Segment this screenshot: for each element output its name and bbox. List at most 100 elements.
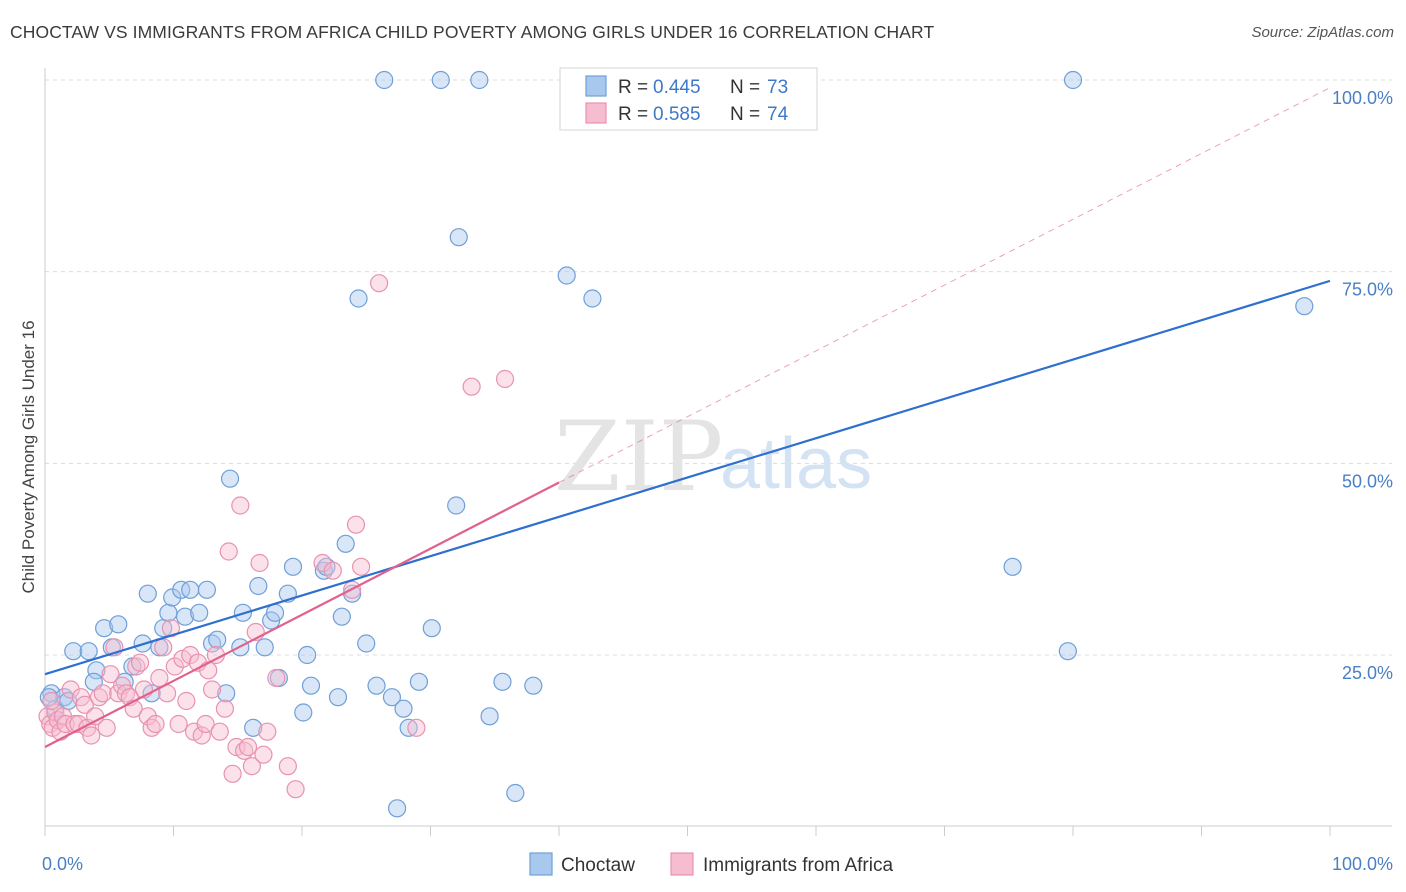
x-tick-labels: 0.0% 100.0%	[42, 854, 1393, 874]
choctaw-point	[387, 799, 407, 818]
africa-point	[407, 718, 426, 737]
choctaw-point	[447, 496, 466, 515]
choctaw-point	[332, 607, 351, 626]
africa-point	[254, 745, 273, 764]
choctaw-point	[431, 70, 450, 90]
choctaw-point	[557, 266, 576, 285]
africa-point	[165, 657, 184, 676]
y-tick-label: 50.0%	[1342, 471, 1393, 491]
choctaw-point	[1295, 297, 1314, 316]
x-tick-label: 0.0%	[42, 854, 83, 874]
choctaw-point	[217, 684, 236, 703]
africa-point	[238, 737, 258, 757]
choctaw-point	[449, 228, 468, 247]
choctaw-point	[1003, 557, 1022, 576]
y-tick-label: 25.0%	[1342, 663, 1393, 683]
choctaw-point	[1063, 70, 1083, 90]
choctaw-point	[298, 645, 317, 665]
africa-point	[75, 695, 94, 714]
choctaw-point	[255, 638, 274, 657]
africa-point	[138, 707, 157, 726]
gridlines	[45, 79, 1392, 656]
choctaw-trendline	[44, 279, 1331, 676]
choctaw-point	[349, 289, 368, 308]
choctaw-point	[95, 619, 114, 638]
africa-trendline	[44, 481, 560, 748]
y-tick-label: 100.0%	[1332, 88, 1393, 108]
choctaw-point	[375, 70, 394, 90]
top-legend: R = 0.445 N = 73 R = 0.585 N = 74	[559, 67, 818, 131]
africa-point	[231, 496, 250, 515]
choctaw-point	[175, 607, 195, 626]
bottom-legend: Choctaw Immigrants from Africa	[529, 852, 893, 876]
africa-point	[150, 668, 169, 688]
choctaw-point	[249, 576, 268, 596]
choctaw-point	[159, 603, 178, 622]
africa-point	[258, 722, 277, 741]
source-label: Source: ZipAtlas.com	[1251, 24, 1394, 41]
choctaw-point	[524, 676, 543, 695]
africa-point	[370, 274, 389, 293]
africa-points	[38, 274, 515, 799]
watermark: ZIP atlas	[554, 401, 872, 513]
africa-point	[61, 680, 80, 699]
africa-point	[215, 699, 234, 718]
africa-point	[242, 757, 261, 776]
africa-point	[286, 780, 305, 799]
africa-point	[313, 553, 332, 573]
choctaw-point	[583, 289, 602, 308]
choctaw-point	[109, 615, 128, 634]
choctaw-point	[64, 642, 83, 661]
africa-point	[130, 653, 150, 672]
africa-point	[169, 714, 188, 734]
choctaw-point	[336, 534, 355, 553]
choctaw-point	[506, 783, 525, 803]
choctaw-point	[87, 661, 106, 680]
choctaw-point	[409, 672, 429, 691]
africa-point	[199, 661, 218, 680]
africa-point	[42, 691, 61, 711]
choctaw-point	[367, 676, 386, 695]
africa-point	[196, 714, 215, 734]
choctaw-point	[382, 688, 402, 707]
choctaw-point	[493, 672, 512, 691]
africa-trendline-extension	[558, 87, 1331, 483]
choctaw-point	[190, 603, 209, 622]
africa-point	[154, 638, 173, 657]
choctaw-point	[294, 703, 313, 722]
trendlines	[44, 87, 1331, 748]
africa-point	[323, 561, 342, 580]
choctaw-point	[394, 699, 413, 718]
legend-r-label-1: R =	[618, 77, 648, 98]
bottom-legend-label-africa: Immigrants from Africa	[703, 855, 893, 876]
legend-n-value-2: 74	[767, 104, 789, 125]
africa-point	[210, 722, 229, 741]
legend-n-value-1: 73	[767, 77, 788, 98]
choctaw-point	[244, 718, 263, 737]
choctaw-point	[197, 580, 217, 599]
africa-point	[181, 645, 200, 665]
watermark-atlas: atlas	[720, 424, 872, 504]
legend-r-value-2: 0.585	[653, 104, 701, 125]
choctaw-point	[480, 707, 499, 726]
africa-point	[495, 369, 515, 389]
choctaw-point	[357, 634, 376, 653]
legend-n-label-2: N =	[730, 104, 760, 125]
choctaw-point	[1058, 642, 1077, 661]
choctaw-point	[79, 642, 98, 661]
africa-point	[101, 665, 120, 684]
legend-r-value-1: 0.445	[653, 77, 701, 98]
watermark-zip: ZIP	[554, 401, 723, 513]
africa-point	[267, 668, 286, 688]
legend-swatch-africa	[585, 102, 607, 124]
choctaw-point	[138, 584, 157, 603]
choctaw-point	[265, 603, 285, 622]
choctaw-points	[39, 70, 1314, 818]
legend-r-label-2: R =	[618, 104, 648, 125]
choctaw-point	[422, 619, 441, 638]
legend-n-label-1: N =	[730, 77, 760, 98]
y-tick-labels: 25.0% 50.0% 75.0% 100.0%	[1332, 88, 1393, 683]
choctaw-point	[301, 676, 321, 695]
africa-point	[202, 680, 222, 699]
